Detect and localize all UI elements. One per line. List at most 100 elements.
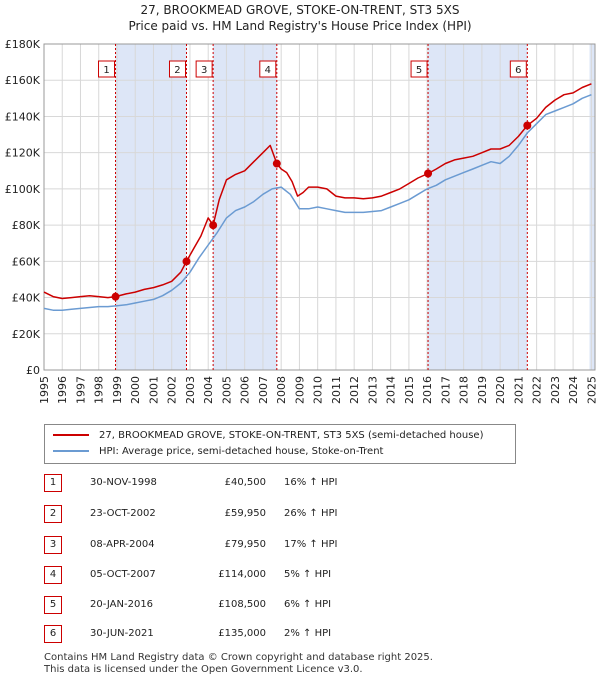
sale-marker-box — [195, 60, 213, 78]
transaction-hpi: 26% ↑ HPI — [284, 508, 338, 519]
x-tick-label: 2023 — [549, 376, 562, 404]
sale-marker-label: 2 — [174, 65, 180, 76]
y-tick-label: £20K — [12, 328, 41, 341]
x-tick-label: 1998 — [93, 376, 106, 404]
x-tick-label: 2016 — [421, 376, 434, 404]
x-tick-label: 2014 — [385, 376, 398, 404]
transaction-price: £114,000 — [218, 569, 266, 580]
sale-point — [111, 292, 120, 301]
transaction-price: £135,000 — [218, 628, 266, 639]
transaction-date: 20-JAN-2016 — [90, 599, 154, 610]
sale-marker-box — [410, 60, 428, 78]
x-tick-label: 2015 — [403, 376, 416, 404]
x-tick-label: 2009 — [293, 376, 306, 404]
chart-subtitle: Price paid vs. HM Land Registry's House … — [128, 19, 472, 33]
sale-point — [182, 257, 191, 266]
x-tick-label: 2005 — [220, 376, 233, 404]
transaction-price: £108,500 — [218, 599, 266, 610]
x-tick-label: 2025 — [585, 376, 598, 404]
sale-marker-label: 6 — [515, 65, 521, 76]
transaction-price: £40,500 — [224, 477, 266, 488]
x-tick-label: 2017 — [439, 376, 452, 404]
transaction-number: 1 — [44, 474, 62, 492]
y-tick-label: £100K — [5, 183, 41, 196]
y-tick-label: £180K — [5, 38, 41, 51]
chart-title: 27, BROOKMEAD GROVE, STOKE-ON-TRENT, ST3… — [140, 3, 460, 17]
x-tick-label: 2000 — [129, 376, 142, 404]
sale-point — [523, 121, 532, 130]
x-tick-label: 2001 — [147, 376, 160, 404]
y-tick-label: £60K — [12, 255, 41, 268]
y-tick-label: £140K — [5, 110, 41, 123]
transaction-number: 3 — [44, 536, 62, 554]
sale-marker-box — [168, 60, 186, 78]
y-tick-label: £80K — [12, 219, 41, 232]
legend-hpi: HPI: Average price, semi-detached house,… — [53, 445, 383, 459]
chart-legend: 27, BROOKMEAD GROVE, STOKE-ON-TRENT, ST3… — [44, 424, 516, 464]
sale-marker-label: 5 — [416, 65, 422, 76]
y-tick-label: £40K — [12, 292, 41, 305]
transaction-number: 5 — [44, 596, 62, 614]
x-tick-label: 2006 — [239, 376, 252, 404]
x-tick-label: 1999 — [111, 376, 124, 404]
sale-point — [272, 159, 281, 168]
transaction-hpi: 2% ↑ HPI — [284, 628, 332, 639]
transaction-hpi: 5% ↑ HPI — [284, 569, 332, 580]
plot-frame — [43, 43, 596, 371]
transaction-date: 08-APR-2004 — [90, 539, 155, 550]
x-tick-label: 2022 — [531, 376, 544, 404]
transaction-price: £79,950 — [224, 539, 266, 550]
sale-marker-label: 3 — [201, 65, 207, 76]
transaction-number: 4 — [44, 566, 62, 584]
y-tick-label: £160K — [5, 74, 41, 87]
transaction-date: 30-NOV-1998 — [90, 477, 157, 488]
x-tick-label: 2013 — [366, 376, 379, 404]
x-tick-label: 2010 — [312, 376, 325, 404]
x-tick-label: 2003 — [184, 376, 197, 404]
transaction-number: 6 — [44, 625, 62, 643]
footer-copyright: Contains HM Land Registry data © Crown c… — [44, 652, 433, 663]
x-tick-label: 1995 — [38, 376, 51, 404]
shaded-span — [589, 44, 595, 370]
legend-property-label: 27, BROOKMEAD GROVE, STOKE-ON-TRENT, ST3… — [99, 430, 484, 441]
transaction-hpi: 17% ↑ HPI — [284, 539, 338, 550]
sale-marker-box — [259, 60, 277, 78]
hpi-line — [43, 94, 592, 311]
shaded-span — [115, 44, 187, 370]
transaction-date: 05-OCT-2007 — [90, 569, 156, 580]
sale-point — [209, 221, 218, 230]
transaction-number: 2 — [44, 505, 62, 523]
sale-marker-label: 1 — [103, 65, 109, 76]
y-tick-label: £0 — [26, 364, 40, 377]
transaction-date: 30-JUN-2021 — [90, 628, 154, 639]
transaction-hpi: 6% ↑ HPI — [284, 599, 332, 610]
x-tick-label: 2019 — [476, 376, 489, 404]
x-tick-label: 2004 — [202, 376, 215, 404]
transaction-hpi: 16% ↑ HPI — [284, 477, 338, 488]
x-tick-label: 2012 — [348, 376, 361, 404]
sale-point — [424, 169, 433, 178]
sale-marker-box — [509, 60, 527, 78]
x-tick-label: 2018 — [458, 376, 471, 404]
x-tick-label: 2011 — [330, 376, 343, 404]
x-tick-label: 2007 — [257, 376, 270, 404]
legend-property: 27, BROOKMEAD GROVE, STOKE-ON-TRENT, ST3… — [53, 429, 483, 443]
price-chart: £0 £20K £40K £60K £80K £100K £120K £140K £160K £1… — [5, 38, 599, 404]
shaded-span — [428, 44, 528, 370]
legend-hpi-label: HPI: Average price, semi-detached house,… — [99, 446, 384, 457]
sale-marker-box — [98, 60, 116, 78]
x-tick-label: 2002 — [166, 376, 179, 404]
property-price-line — [43, 83, 592, 300]
sale-marker-label: 4 — [265, 65, 271, 76]
x-tick-label: 1996 — [56, 376, 69, 404]
footer-licence: This data is licensed under the Open Gov… — [44, 664, 363, 675]
transaction-date: 23-OCT-2002 — [90, 508, 156, 519]
legend-hpi-swatch — [53, 450, 89, 452]
transaction-price: £59,950 — [224, 508, 266, 519]
y-tick-label: £120K — [5, 147, 41, 160]
x-tick-label: 2020 — [494, 376, 507, 404]
x-tick-label: 2021 — [512, 376, 525, 404]
x-tick-label: 1997 — [74, 376, 87, 404]
x-tick-label: 2008 — [275, 376, 288, 404]
legend-property-swatch — [53, 434, 89, 436]
